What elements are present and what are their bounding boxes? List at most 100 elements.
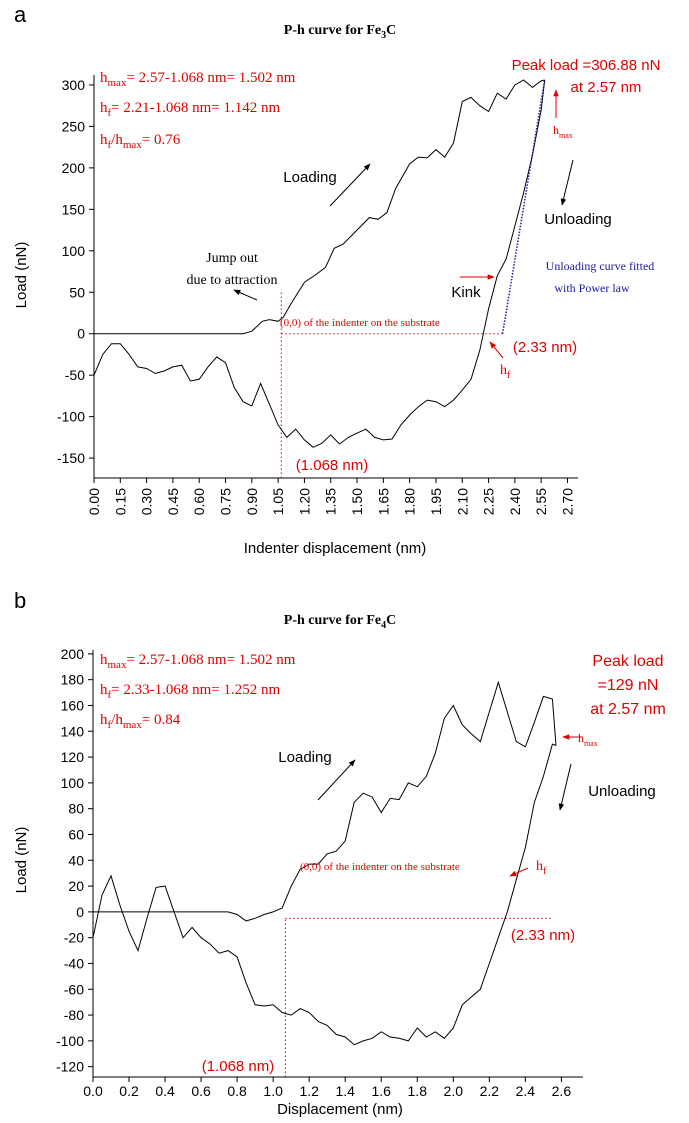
annotation: hf= 2.33-1.068 nm= 1.252 nm — [100, 682, 281, 701]
text-part: (1.068 nm) — [296, 457, 369, 474]
y-tick-label: 20 — [68, 878, 84, 894]
text-part: /h — [111, 712, 123, 728]
text-part: = 2.33-1.068 nm= 1.252 nm — [111, 682, 280, 698]
y-tick-label: 200 — [62, 160, 86, 176]
y-tick-label: 250 — [62, 118, 86, 134]
data-line — [93, 680, 557, 922]
x-tick-label: 1.0 — [263, 1083, 283, 1099]
text-part: (2.33 nm) — [511, 927, 575, 944]
text-part: h — [100, 100, 108, 116]
annotation: (0,0) of the indenter on the substrate — [280, 317, 440, 329]
data-line — [501, 79, 546, 334]
x-tick-label: 2.55 — [533, 488, 549, 515]
subscript: max — [123, 139, 142, 151]
annotation: at 2.57 nm — [571, 79, 642, 96]
subscript: 3 — [381, 30, 386, 41]
y-tick-label: 100 — [62, 243, 86, 259]
x-tick-label: 2.2 — [480, 1083, 500, 1099]
subscript: 4 — [381, 620, 386, 631]
annotation: hmax= 2.57-1.068 nm= 1.502 nm — [100, 652, 296, 671]
x-tick-label: 1.50 — [349, 488, 365, 515]
annotation: hf/hmax= 0.84 — [100, 712, 181, 731]
text-part: h — [578, 731, 584, 745]
y-tick-label: 120 — [61, 749, 85, 765]
panel-label: a — [14, 2, 27, 27]
subscript: max — [123, 719, 142, 731]
annotation: hf= 2.21-1.068 nm= 1.142 nm — [100, 100, 281, 119]
x-tick-label: 1.2 — [299, 1083, 319, 1099]
text-part: Jump out — [206, 251, 258, 266]
x-tick-label: 1.65 — [375, 488, 391, 515]
annotation: hmax — [553, 123, 573, 140]
text-part: Kink — [451, 284, 481, 301]
annotation: Kink — [451, 284, 481, 301]
text-part: h — [100, 70, 108, 86]
text-part: h — [553, 123, 559, 137]
y-tick-label: -60 — [64, 981, 84, 997]
text-part: Peak load — [592, 653, 663, 670]
text-part: (1.068 nm) — [202, 1058, 275, 1075]
annotation: =129 nN — [598, 677, 659, 694]
text-part: Loading — [283, 169, 336, 186]
y-tick-label: -100 — [57, 409, 85, 425]
annotation: due to attraction — [187, 273, 278, 288]
x-tick-label: 2.10 — [454, 488, 470, 515]
annotation: (1.068 nm) — [202, 1058, 275, 1075]
text-part: h — [100, 652, 108, 668]
text-part: = 0.84 — [142, 712, 181, 728]
text-part: C — [386, 613, 396, 628]
x-tick-label: 1.4 — [335, 1083, 355, 1099]
y-tick-label: 300 — [62, 77, 86, 93]
annotation: (0,0) of the indenter on the substrate — [300, 861, 460, 873]
annotation: Unloading curve fitted — [546, 259, 655, 273]
annotation: (2.33 nm) — [511, 927, 575, 944]
y-tick-label: 160 — [61, 697, 85, 713]
arrow — [489, 341, 504, 359]
annotation: hmax= 2.57-1.068 nm= 1.502 nm — [100, 70, 296, 89]
text-part: Unloading — [544, 211, 612, 228]
arrow — [233, 289, 258, 301]
text-part: P-h curve for Fe — [284, 23, 381, 38]
arrow — [329, 163, 371, 207]
x-tick-label: 1.8 — [408, 1083, 428, 1099]
arrow — [560, 159, 574, 206]
text-part: h — [100, 712, 108, 728]
subscript: f — [108, 719, 112, 731]
y-tick-label: 0 — [76, 904, 84, 920]
annotation: hmax — [578, 731, 598, 748]
x-tick-label: 0.00 — [86, 488, 102, 515]
x-tick-label: 0.4 — [155, 1083, 175, 1099]
subscript: f — [108, 139, 112, 151]
annotation: (1.068 nm) — [296, 457, 369, 474]
y-tick-label: 150 — [62, 201, 86, 217]
x-tick-label: 1.20 — [296, 488, 312, 515]
x-tick-label: 0.0 — [83, 1083, 103, 1099]
text-part: Peak load =306.88 nN — [512, 57, 661, 74]
x-tick-label: 0.2 — [119, 1083, 139, 1099]
y-axis-label: Load (nN) — [13, 827, 30, 894]
y-tick-label: 0 — [77, 326, 85, 342]
y-tick-label: -150 — [57, 450, 85, 466]
y-axis-label: Load (nN) — [13, 242, 30, 309]
subscript: max — [108, 659, 127, 671]
x-axis-label: Displacement (nm) — [277, 1101, 403, 1118]
y-tick-label: 40 — [68, 852, 84, 868]
annotation: (2.33 nm) — [513, 339, 577, 356]
panel-label: b — [14, 588, 26, 613]
annotation: hf — [536, 859, 547, 877]
text-part: = 2.57-1.068 nm= 1.502 nm — [126, 70, 295, 86]
y-tick-label: -50 — [65, 367, 85, 383]
y-tick-label: 80 — [68, 801, 84, 817]
x-tick-label: 1.6 — [372, 1083, 392, 1099]
y-tick-label: 200 — [61, 646, 85, 662]
x-tick-label: 2.70 — [559, 488, 575, 515]
annotation: hf/hmax= 0.76 — [100, 132, 181, 151]
annotation: with Power law — [554, 281, 630, 295]
x-tick-label: 1.95 — [428, 488, 444, 515]
x-tick-label: 0.15 — [112, 488, 128, 515]
text-part: =129 nN — [598, 677, 659, 694]
text-part: at 2.57 nm — [571, 79, 642, 96]
subscript: max — [108, 77, 127, 89]
text-part: /h — [111, 132, 123, 148]
